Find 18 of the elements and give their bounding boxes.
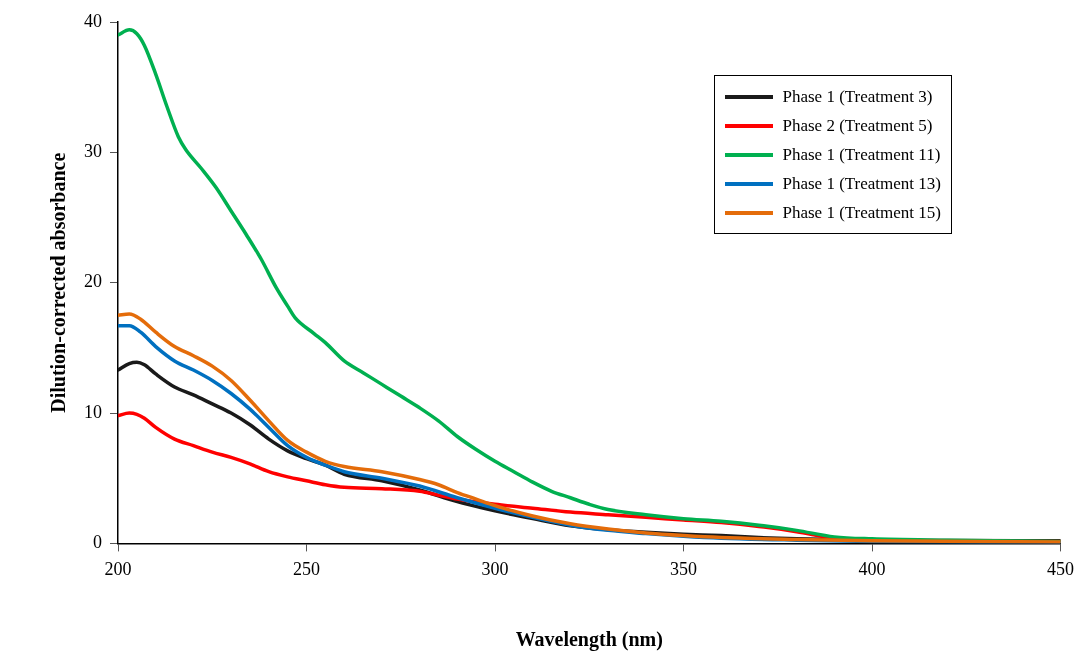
x-axis-title: Wavelength (nm) — [515, 628, 663, 652]
x-tick-label: 400 — [858, 558, 886, 579]
legend-label: Phase 1 (Treatment 13) — [782, 173, 941, 195]
x-tick-label: 350 — [670, 558, 697, 579]
y-tick-label: 0 — [93, 532, 102, 553]
x-tick-label: 250 — [293, 558, 320, 579]
legend-label: Phase 1 (Treatment 3) — [782, 86, 933, 108]
y-axis-title: Dilution-corrected absorbance — [47, 152, 70, 413]
y-tick-label: 30 — [84, 141, 102, 162]
legend-label: Phase 1 (Treatment 15) — [782, 202, 941, 224]
x-tick-label: 200 — [104, 558, 132, 579]
y-tick-label: 20 — [84, 271, 102, 292]
x-tick-label: 450 — [1047, 558, 1074, 579]
y-tick-label: 10 — [84, 401, 102, 422]
y-tick-label: 40 — [84, 10, 102, 31]
legend-label: Phase 1 (Treatment 11) — [782, 144, 941, 166]
x-tick-label: 300 — [481, 558, 509, 579]
legend-label: Phase 2 (Treatment 5) — [782, 115, 933, 137]
